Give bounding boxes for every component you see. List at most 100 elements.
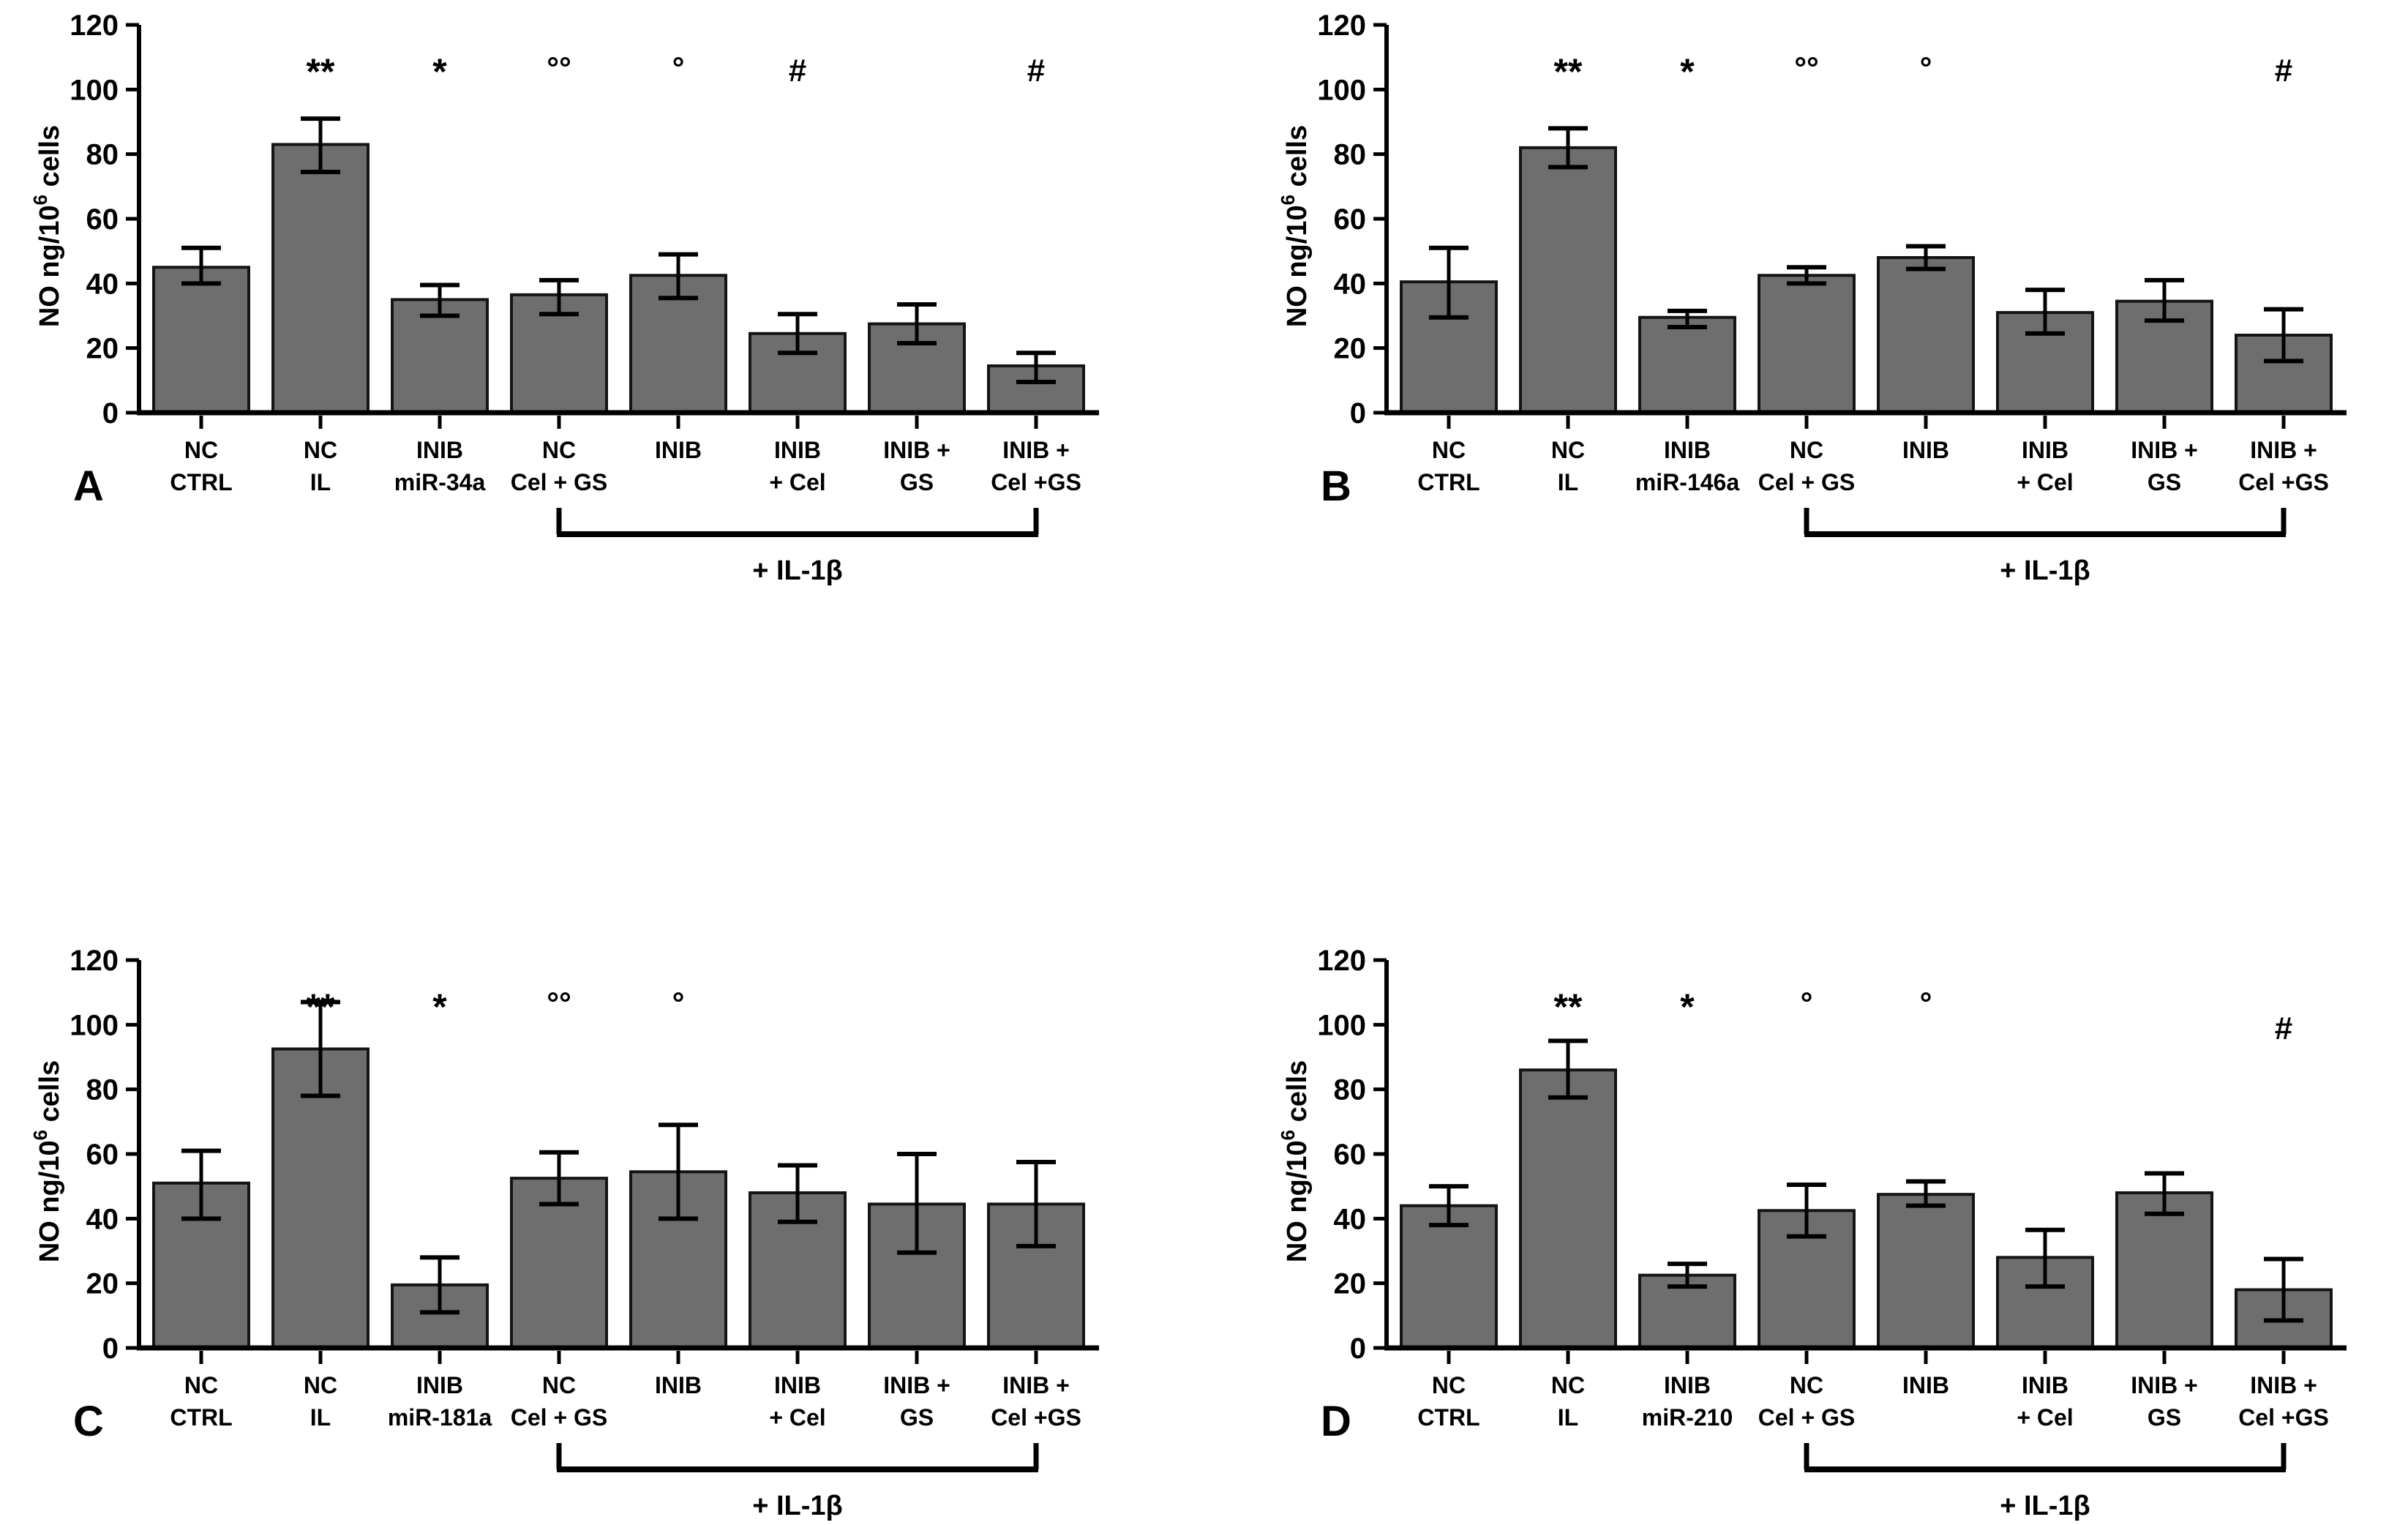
y-axis-title-suffix: cells bbox=[34, 1060, 65, 1130]
error-bar-D-1 bbox=[1429, 1184, 1469, 1228]
error-bar-D-7 bbox=[2145, 1171, 2184, 1216]
x-tick-label: + Cel bbox=[2017, 469, 2073, 495]
y-tick-label: 20 bbox=[86, 1268, 119, 1300]
x-tick-label: + Cel bbox=[769, 469, 825, 495]
x-tick-label: NC bbox=[1790, 437, 1823, 463]
y-axis-title-suffix: cells bbox=[34, 125, 65, 195]
y-tick-label: 120 bbox=[70, 945, 119, 977]
significance-annotation: ** bbox=[1554, 986, 1583, 1027]
y-tick-label: 120 bbox=[1317, 945, 1366, 977]
x-tick-label: INIB + bbox=[883, 437, 950, 463]
error-bar-A-1 bbox=[181, 245, 221, 286]
significance-annotation: * bbox=[1680, 986, 1695, 1027]
x-tick-label: INIB bbox=[1902, 1372, 1949, 1398]
bar-A-2 bbox=[271, 143, 370, 415]
x-tick-label: + Cel bbox=[769, 1404, 825, 1431]
y-tick-label: 20 bbox=[1334, 1268, 1367, 1300]
y-tick-label: 60 bbox=[1334, 1139, 1367, 1171]
y-axis-title-sup: 6 bbox=[29, 195, 51, 205]
error-bar-D-5 bbox=[1906, 1179, 1946, 1208]
error-bar-A-3 bbox=[420, 282, 460, 318]
y-axis-title: NO ng/106 cells bbox=[29, 1060, 65, 1262]
significance-annotation: °° bbox=[1794, 50, 1819, 85]
significance-annotation: ** bbox=[307, 986, 335, 1027]
bar-C-2 bbox=[271, 1047, 370, 1349]
y-tick-label: 40 bbox=[86, 1203, 119, 1235]
y-axis-title: NO ng/106 cells bbox=[1277, 1060, 1313, 1262]
x-tick-label: Cel +GS bbox=[991, 469, 1081, 495]
error-bar-A-8 bbox=[1016, 351, 1056, 385]
y-axis-title-sup: 6 bbox=[1277, 195, 1299, 205]
bracket-label: + IL-1β bbox=[752, 1491, 843, 1521]
x-tick-label: Cel +GS bbox=[2238, 1404, 2329, 1431]
significance-annotation: * bbox=[1680, 51, 1695, 92]
panel-D: ** * ° °#020406080100120NCCTRLNCILINIBmiR-2… bbox=[1277, 945, 2347, 1521]
y-tick-label: 100 bbox=[70, 1009, 119, 1041]
error-bar-B-4 bbox=[1787, 265, 1826, 286]
y-tick-label: 60 bbox=[86, 1139, 119, 1171]
x-tick-label: INIB bbox=[774, 437, 821, 463]
x-tick-label: INIB bbox=[1664, 437, 1711, 463]
x-tick-label: INIB bbox=[2022, 437, 2068, 463]
x-tick-label: INIB + bbox=[1002, 437, 1070, 463]
y-tick-label: 20 bbox=[1334, 333, 1367, 365]
il1b-bracket: + IL-1β bbox=[1804, 1443, 2287, 1521]
x-tick-label: INIB bbox=[655, 437, 702, 463]
error-bar-B-3 bbox=[1668, 308, 1707, 329]
x-tick-label: CTRL bbox=[1417, 469, 1479, 495]
x-tick-label: NC bbox=[304, 437, 337, 463]
bracket-label: + IL-1β bbox=[752, 555, 843, 586]
error-bar-D-2 bbox=[1548, 1038, 1588, 1100]
bar-A-1 bbox=[152, 266, 250, 414]
x-tick-label: Cel + GS bbox=[511, 1404, 608, 1431]
y-tick-label: 0 bbox=[102, 1333, 119, 1365]
significance-annotation: °° bbox=[547, 50, 571, 85]
y-tick-label: 80 bbox=[86, 1074, 119, 1106]
error-bar-C-2 bbox=[301, 1000, 340, 1098]
y-tick-label: 40 bbox=[1334, 1203, 1367, 1235]
error-bar-D-6 bbox=[2025, 1227, 2065, 1289]
il1b-bracket: + IL-1β bbox=[1804, 508, 2287, 586]
error-bar-B-7 bbox=[2145, 277, 2184, 323]
x-tick-label: GS bbox=[2148, 1404, 2181, 1431]
x-tick-label: miR-34a bbox=[394, 469, 486, 495]
x-tick-label: INIB + bbox=[2250, 1372, 2317, 1398]
y-tick-label: 80 bbox=[86, 139, 119, 171]
x-tick-label: INIB bbox=[2022, 1372, 2068, 1398]
x-tick-label: IL bbox=[310, 469, 331, 495]
x-tick-label: Cel +GS bbox=[2238, 469, 2329, 495]
y-tick-label: 0 bbox=[102, 397, 119, 430]
x-tick-label: miR-181a bbox=[388, 1404, 492, 1431]
il1b-bracket: + IL-1β bbox=[556, 508, 1039, 586]
x-tick-label: NC bbox=[1551, 437, 1585, 463]
y-tick-label: 100 bbox=[1317, 1009, 1366, 1041]
x-tick-label: NC bbox=[1432, 437, 1466, 463]
x-tick-label: NC bbox=[1790, 1372, 1823, 1398]
y-axis-title-sup: 6 bbox=[29, 1130, 51, 1140]
error-bar-A-5 bbox=[659, 252, 698, 301]
significance-annotation: # bbox=[1027, 53, 1045, 89]
y-tick-label: 120 bbox=[1317, 10, 1366, 42]
x-tick-label: Cel +GS bbox=[991, 1404, 1081, 1431]
x-tick-label: INIB + bbox=[1002, 1372, 1070, 1398]
panel-letter-B: B bbox=[1321, 462, 1351, 510]
significance-annotation: # bbox=[2275, 53, 2292, 89]
x-tick-label: GS bbox=[2148, 469, 2181, 495]
x-tick-label: INIB bbox=[1664, 1372, 1711, 1398]
y-axis-title-prefix: NO ng/10 bbox=[34, 205, 65, 327]
significance-annotation: * bbox=[432, 51, 447, 92]
panel-letter-A: A bbox=[73, 462, 104, 510]
y-tick-label: 60 bbox=[86, 203, 119, 236]
error-bar-C-1 bbox=[181, 1148, 221, 1221]
x-tick-label: INIB bbox=[655, 1372, 702, 1398]
y-tick-label: 40 bbox=[86, 268, 119, 300]
significance-annotation: # bbox=[2275, 1011, 2292, 1046]
y-tick-label: 80 bbox=[1334, 1074, 1367, 1106]
y-tick-label: 100 bbox=[1317, 74, 1366, 106]
bar-D-2 bbox=[1519, 1068, 1617, 1350]
x-tick-label: INIB + bbox=[2131, 1372, 2198, 1398]
x-tick-label: + Cel bbox=[2017, 1404, 2073, 1431]
bar-D-5 bbox=[1877, 1193, 1975, 1350]
y-tick-label: 40 bbox=[1334, 268, 1367, 300]
x-tick-label: INIB + bbox=[2250, 437, 2317, 463]
